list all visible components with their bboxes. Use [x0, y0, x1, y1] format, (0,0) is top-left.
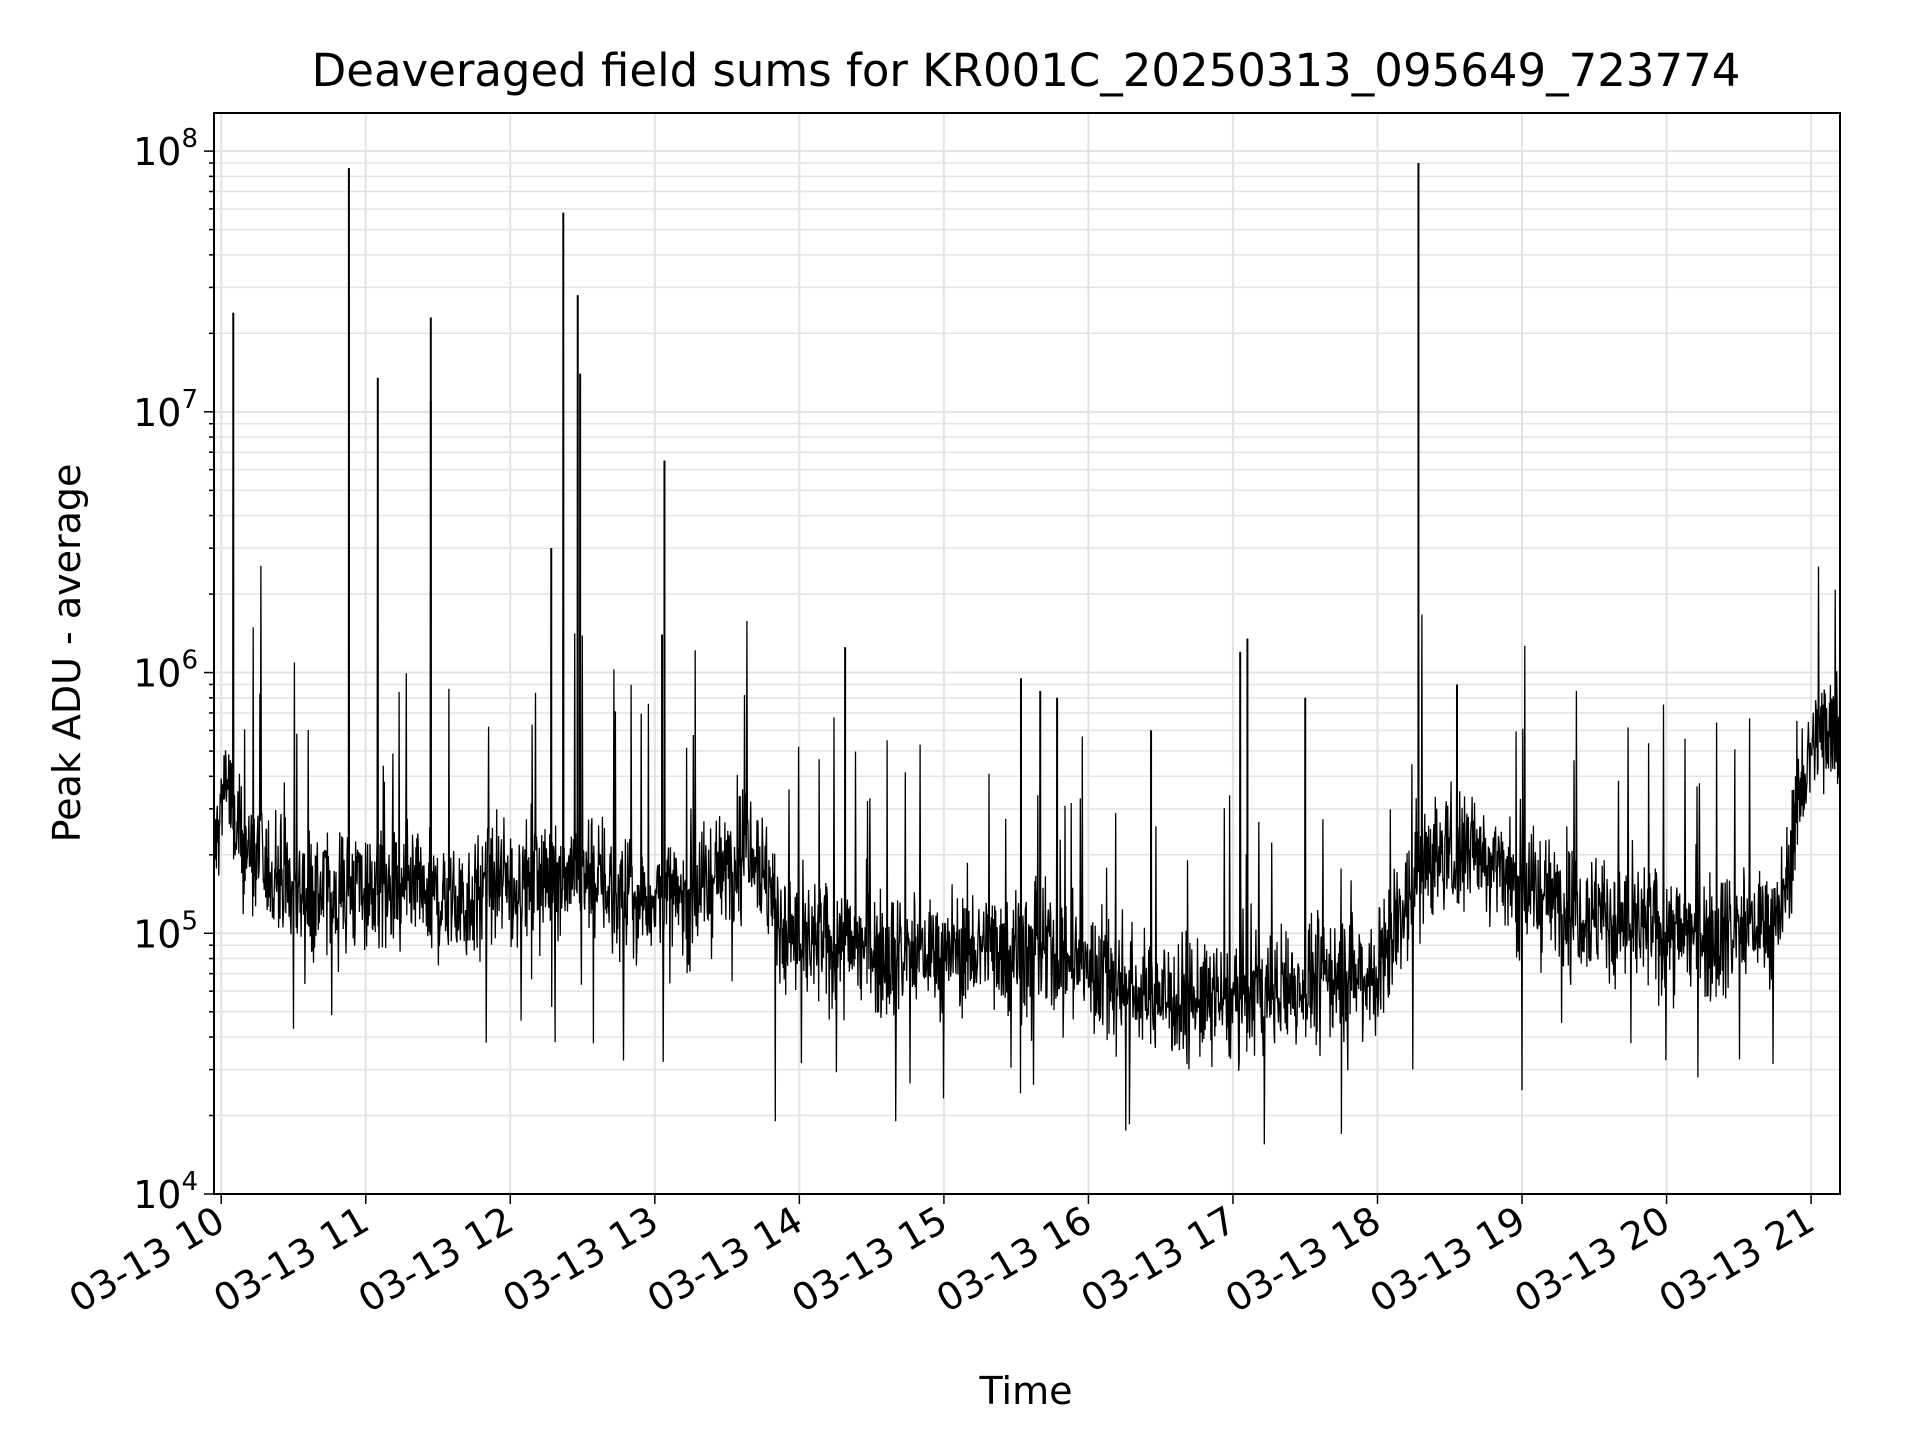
y-tick-label: 107 [133, 385, 198, 435]
x-axis-label: Time [979, 1369, 1073, 1413]
series-line [213, 168, 1841, 1145]
series-layer [213, 163, 1841, 1145]
y-tick-label: 105 [133, 906, 198, 956]
plot-frame [213, 112, 1841, 1195]
chart-title: Deaveraged field sums for KR001C_2025031… [312, 44, 1741, 97]
y-axis-label: Peak ADU - average [45, 464, 89, 843]
y-tick-label: 108 [133, 124, 198, 174]
y-tick-label: 106 [133, 646, 198, 696]
y-tick-label: 104 [133, 1167, 198, 1217]
